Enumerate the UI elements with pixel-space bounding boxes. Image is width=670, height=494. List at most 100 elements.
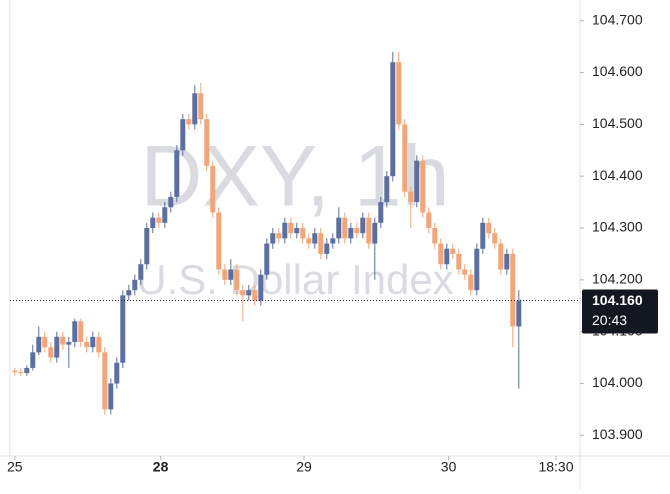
candle-body <box>90 336 96 348</box>
candle-body <box>264 243 270 275</box>
candle-body <box>336 217 342 239</box>
candle-body <box>102 352 108 410</box>
candle-body <box>234 269 240 291</box>
candle-body <box>126 290 132 296</box>
x-tick-label: 28 <box>153 459 169 475</box>
candle-body <box>60 336 66 345</box>
candle-body <box>432 228 438 244</box>
candle-body <box>318 233 324 254</box>
candle-body <box>186 119 192 125</box>
candle-body <box>282 222 288 239</box>
candle-body <box>384 176 390 203</box>
candle-body <box>78 321 84 342</box>
last-price-label: 104.160 <box>592 292 643 308</box>
candle-body <box>510 253 516 327</box>
countdown-label: 20:43 <box>592 312 627 328</box>
candle-body <box>228 269 234 280</box>
candle-body <box>192 93 198 125</box>
y-tick-label: 104.300 <box>592 219 643 235</box>
candle-body <box>462 269 468 275</box>
candle-body <box>456 253 462 270</box>
y-tick-label: 104.000 <box>592 374 643 390</box>
candle-body <box>372 222 378 244</box>
candle-body <box>516 300 522 327</box>
y-tick-label: 103.900 <box>592 426 643 442</box>
candle-body <box>498 243 504 270</box>
candle-body <box>132 279 138 291</box>
candle-body <box>150 217 156 228</box>
candle-body <box>216 212 222 270</box>
candle-body <box>324 243 330 254</box>
candle-body <box>408 191 414 203</box>
candle-body <box>120 295 126 363</box>
candle-body <box>276 233 282 239</box>
candle-body <box>174 150 180 197</box>
candle-body <box>162 207 168 223</box>
candle-body <box>66 342 72 345</box>
candle-body <box>450 248 456 254</box>
candle-body <box>246 290 252 296</box>
candle-body <box>204 119 210 166</box>
y-tick-label: 104.400 <box>592 167 643 183</box>
candle-body <box>12 370 18 373</box>
candle-body <box>108 383 114 410</box>
candle-body <box>168 196 174 208</box>
candle-body <box>114 362 120 384</box>
candle-body <box>468 274 474 291</box>
candle-body <box>486 222 492 234</box>
candle-body <box>144 228 150 265</box>
candle-body <box>48 347 54 358</box>
candle-body <box>222 269 228 280</box>
y-tick-label: 104.700 <box>592 11 643 27</box>
candle-body <box>42 336 48 348</box>
candle-body <box>360 217 366 234</box>
watermark-title: DXY, 1h <box>140 129 449 225</box>
x-tick-label: 29 <box>296 459 312 475</box>
candle-body <box>426 212 432 228</box>
candle-body <box>480 222 486 249</box>
candle-body <box>504 253 510 270</box>
candle-body <box>138 264 144 280</box>
candle-body <box>294 228 300 234</box>
candle-body <box>240 290 246 296</box>
candle-body <box>156 217 162 223</box>
candle-body <box>18 372 24 374</box>
candle-body <box>54 336 60 358</box>
candle-body <box>288 222 294 234</box>
candle-body <box>72 321 78 342</box>
x-tick-label: 30 <box>441 459 457 475</box>
x-tick-label: 25 <box>7 459 23 475</box>
candle-body <box>348 228 354 239</box>
candle-body <box>312 233 318 244</box>
x-tick-label: 18:30 <box>538 459 573 475</box>
y-tick-label: 104.500 <box>592 115 643 131</box>
candle-body <box>198 93 204 120</box>
y-tick-label: 104.200 <box>592 271 643 287</box>
candle-body <box>474 248 480 291</box>
candle-body <box>354 228 360 234</box>
candle-body <box>96 336 102 353</box>
candle-body <box>210 165 216 213</box>
candle-body <box>366 217 372 244</box>
candle-body <box>84 342 90 348</box>
candle-body <box>420 160 426 213</box>
candle-body <box>270 233 276 244</box>
candle-body <box>342 217 348 239</box>
watermark-subtitle: U.S. Dollar Index <box>136 256 453 303</box>
candle-body <box>378 202 384 223</box>
candle-body <box>402 124 408 192</box>
candle-body <box>24 367 30 374</box>
candle-body <box>180 119 186 151</box>
last-price-box <box>582 289 658 334</box>
candle-body <box>306 238 312 244</box>
candle-body <box>396 62 402 125</box>
candle-body <box>300 228 306 239</box>
candle-body <box>30 352 36 368</box>
candle-body <box>36 336 42 353</box>
candle-body <box>438 243 444 265</box>
candle-body <box>444 248 450 265</box>
y-tick-label: 104.600 <box>592 63 643 79</box>
candle-body <box>252 290 258 301</box>
candle-body <box>390 62 396 177</box>
